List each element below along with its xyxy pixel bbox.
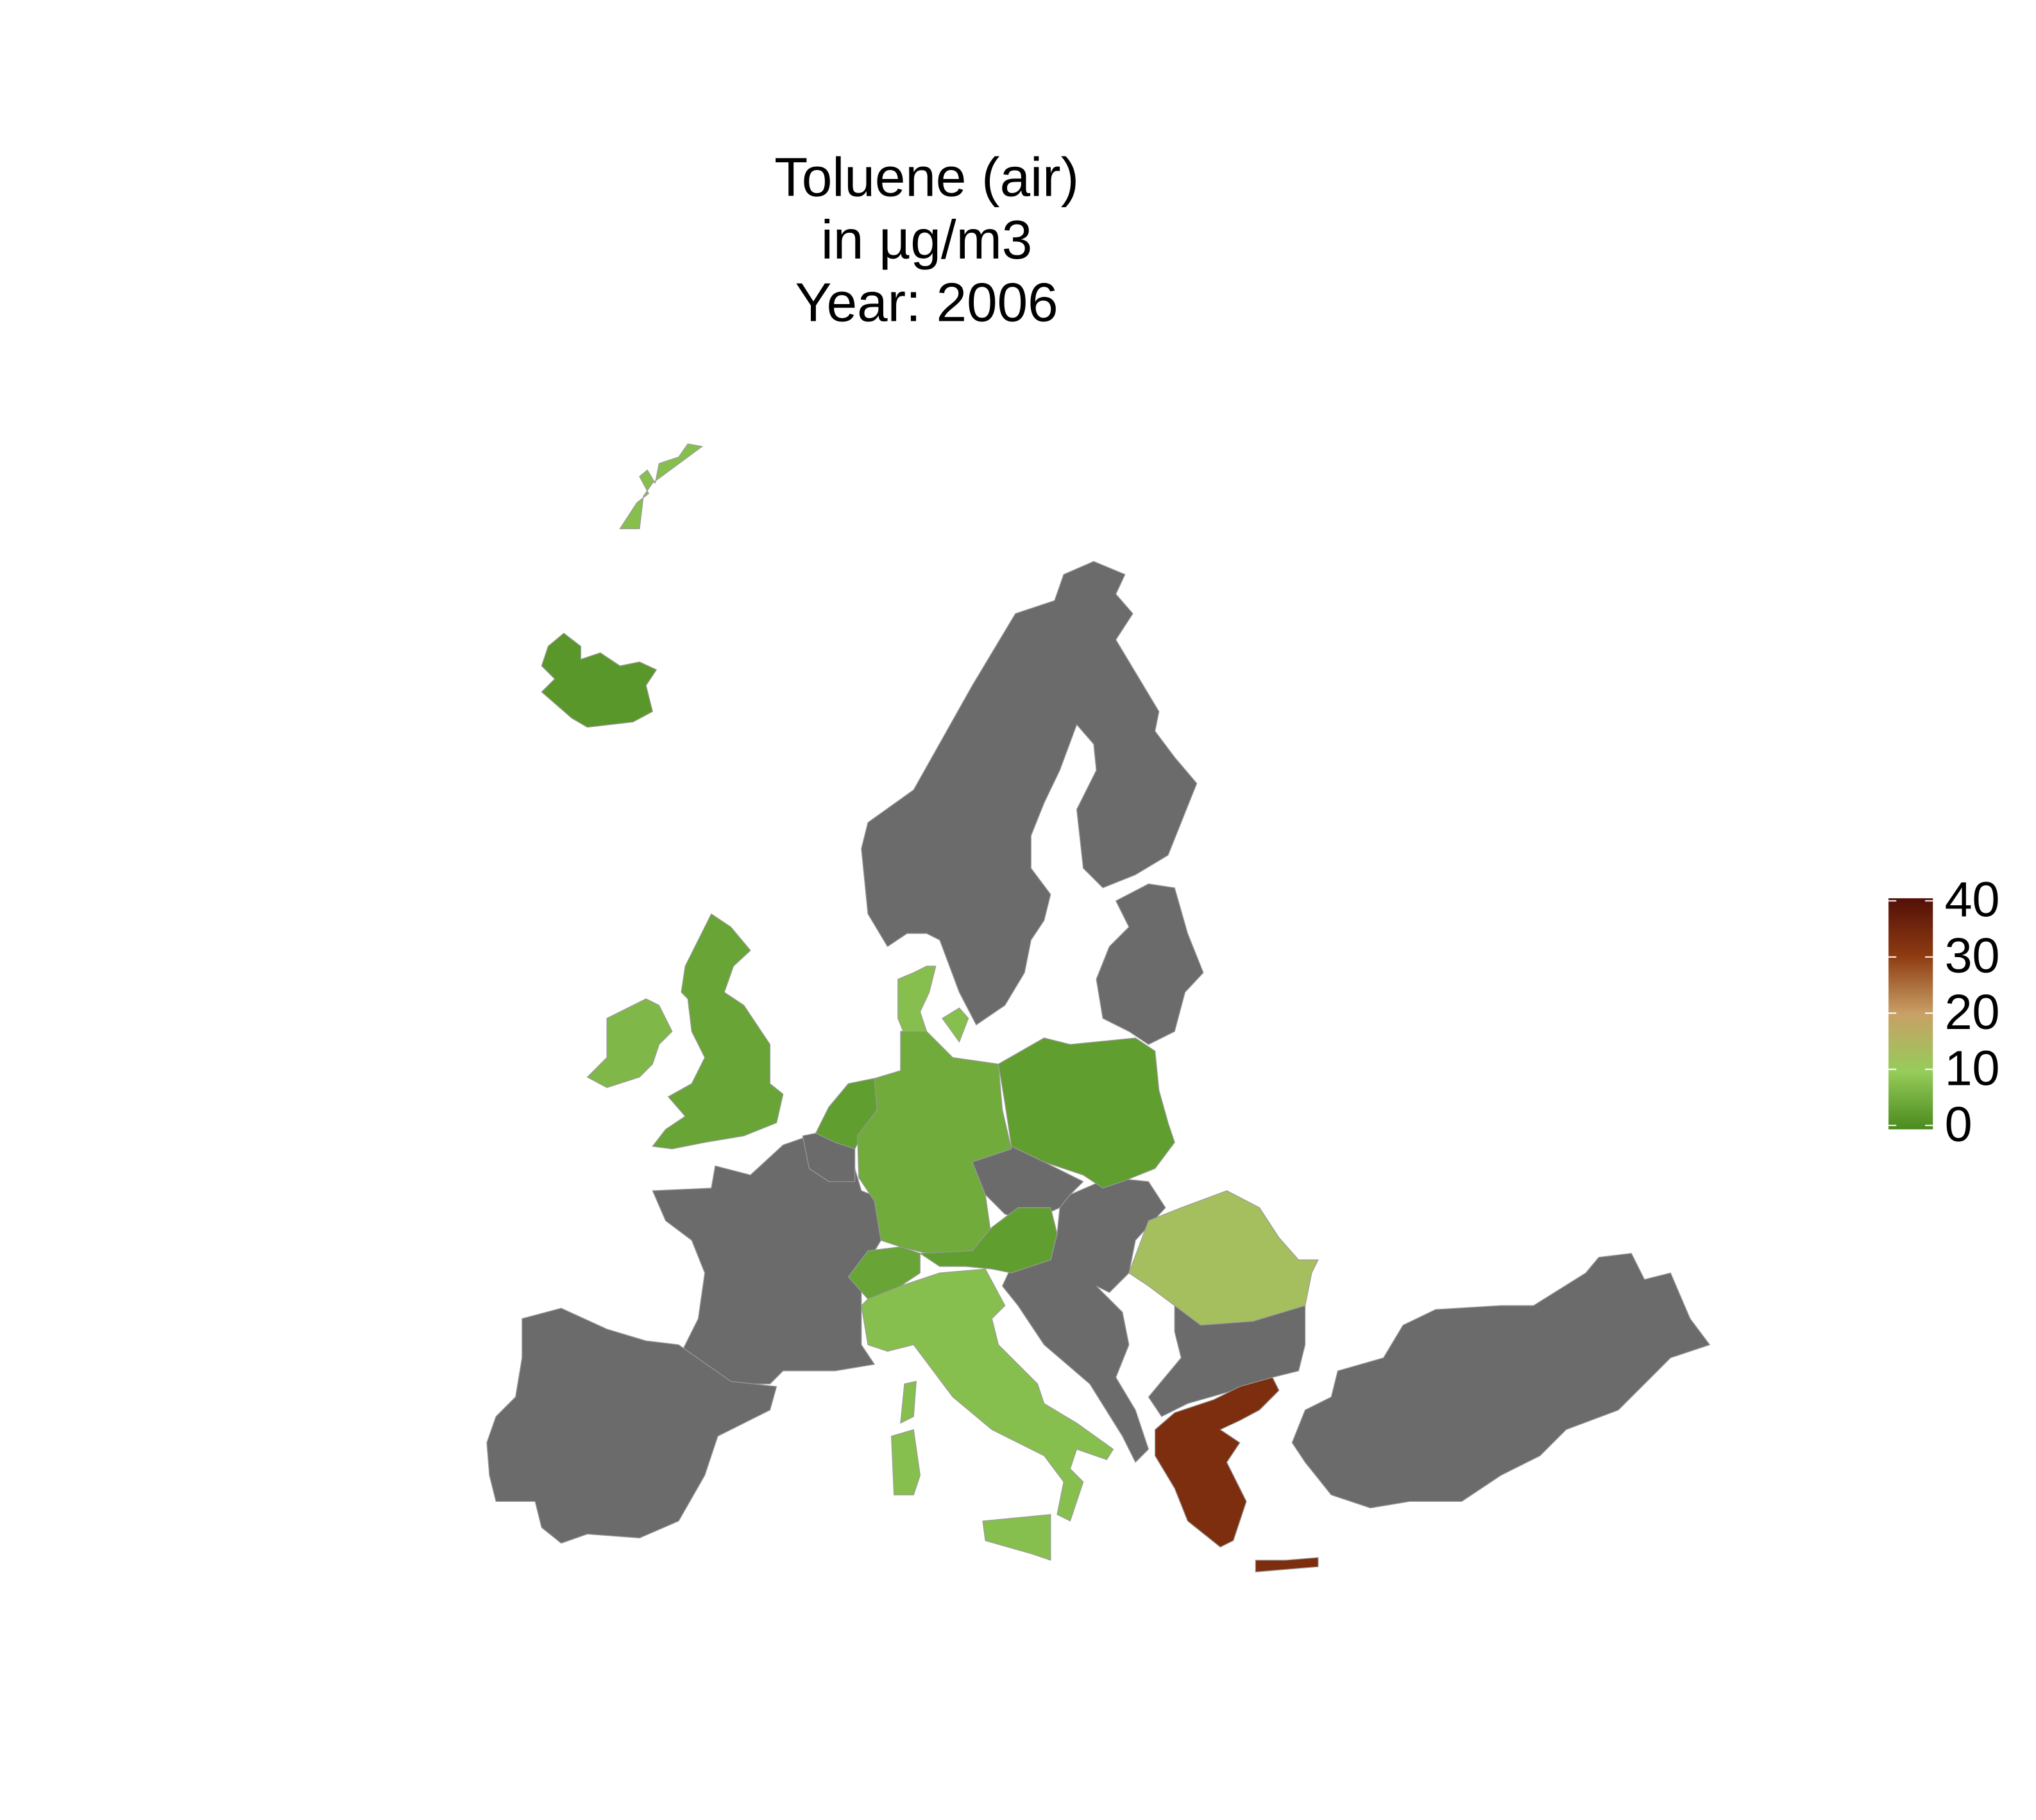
region [541,633,657,728]
region [919,1207,1058,1273]
map [486,443,1711,1572]
region [942,1007,969,1043]
region [619,443,704,529]
region [857,1031,1012,1254]
colorbar-tick-label: 20 [1945,985,2000,1040]
region [1255,1557,1319,1572]
region [586,998,673,1088]
region [897,965,937,1032]
no-data-region [861,561,1198,1026]
region [982,1514,1051,1561]
title-line: Toluene (air) [774,147,1079,208]
region [997,1037,1175,1189]
colorbar-tick-label: 30 [1945,928,2000,983]
no-data-region [1291,1253,1711,1509]
region [861,1268,1114,1522]
no-data-region [1096,883,1204,1045]
title-line: Year: 2006 [795,273,1058,334]
region [1128,1190,1319,1326]
no-data-region [486,1307,777,1544]
region [1155,1377,1280,1548]
no-data-region [652,1135,888,1384]
region [900,1381,917,1424]
region [891,1429,921,1495]
region [652,913,784,1150]
colorbar-tick-label: 40 [1945,872,2000,928]
colorbar-tick-label: 10 [1945,1041,2000,1096]
title-line: in µg/m3 [821,210,1032,271]
colorbar-tick-label: 0 [1945,1097,1972,1152]
